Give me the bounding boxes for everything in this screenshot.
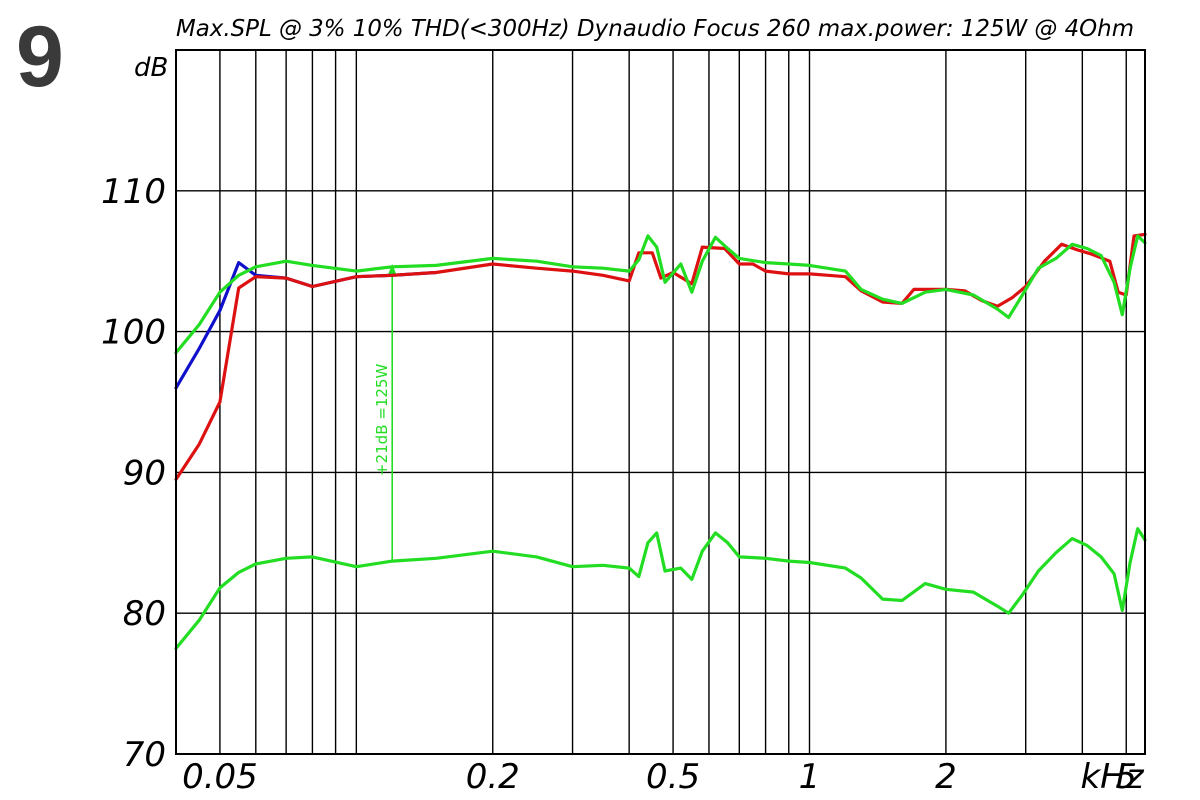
frame bbox=[175, 49, 1146, 755]
y-tick-label: 110 bbox=[101, 172, 166, 212]
series-line-0 bbox=[174, 261, 438, 390]
chart-title: Max.SPL @ 3% 10% THD(<300Hz) Dynaudio Fo… bbox=[176, 14, 1134, 42]
x-axis-label: kHz bbox=[1080, 757, 1144, 797]
annotation-arrow-head bbox=[388, 264, 397, 275]
x-tick-label: 0.05 bbox=[182, 757, 258, 797]
text-layer: Max.SPL @ 3% 10% THD(<300Hz) Dynaudio Fo… bbox=[101, 14, 1145, 797]
x-tick-label: 1 bbox=[799, 757, 821, 797]
y-tick-label: 100 bbox=[101, 313, 166, 353]
x-tick-label: 5 bbox=[1115, 757, 1137, 797]
annotation-layer: +21dB =125W bbox=[373, 264, 397, 560]
grid bbox=[175, 50, 1145, 755]
y-tick-label: 90 bbox=[123, 453, 166, 493]
plot-frame bbox=[175, 49, 1146, 755]
series-line-2 bbox=[174, 234, 1147, 355]
series-line-1 bbox=[174, 232, 1147, 481]
x-tick-label: 0.2 bbox=[466, 757, 520, 797]
annotation-label: +21dB =125W bbox=[373, 364, 391, 476]
x-tick-label: 2 bbox=[935, 757, 957, 797]
y-axis-label: dB bbox=[134, 53, 168, 83]
figure-number-label: 9 bbox=[16, 9, 64, 105]
y-tick-label: 70 bbox=[123, 735, 166, 775]
y-tick-label: 80 bbox=[123, 594, 166, 634]
series-line-3 bbox=[174, 527, 1147, 650]
series-layer bbox=[174, 232, 1147, 650]
x-tick-label: 0.5 bbox=[646, 757, 700, 797]
